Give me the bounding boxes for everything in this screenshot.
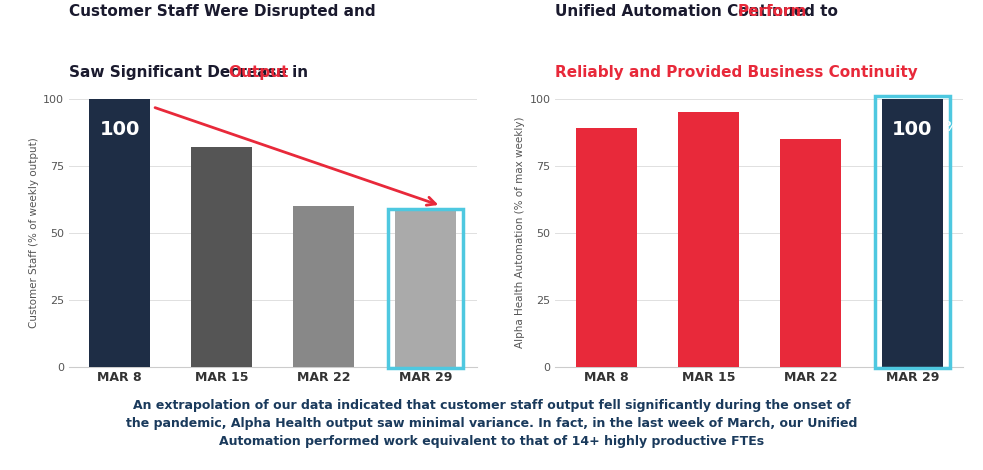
Text: Output: Output: [228, 65, 289, 80]
Bar: [882, 99, 943, 367]
Bar: [395, 211, 456, 367]
Text: An extrapolation of our data indicated that customer staff output fell significa: An extrapolation of our data indicated t…: [126, 399, 857, 447]
Text: 100: 100: [893, 120, 933, 139]
Bar: [293, 206, 354, 367]
Text: Customer Staff Were Disrupted and: Customer Staff Were Disrupted and: [69, 4, 376, 19]
Bar: [89, 99, 150, 367]
Bar: [191, 147, 253, 367]
Text: 100: 100: [99, 120, 140, 139]
Y-axis label: Alpha Health Automation (% of max weekly): Alpha Health Automation (% of max weekly…: [515, 117, 525, 348]
Y-axis label: Customer Staff (% of weekly output): Customer Staff (% of weekly output): [29, 137, 38, 328]
Bar: [388, 209, 464, 368]
Text: Saw Significant Decrease in: Saw Significant Decrease in: [69, 65, 314, 80]
Bar: [780, 139, 840, 367]
Text: %: %: [945, 120, 959, 134]
Text: Reliably and Provided Business Continuity: Reliably and Provided Business Continuit…: [555, 65, 918, 80]
Bar: [875, 96, 951, 368]
Bar: [677, 112, 739, 367]
Bar: [576, 128, 637, 367]
Text: Unified Automation Continued to: Unified Automation Continued to: [555, 4, 843, 19]
Text: Perform: Perform: [738, 4, 807, 19]
Text: %: %: [152, 120, 166, 134]
